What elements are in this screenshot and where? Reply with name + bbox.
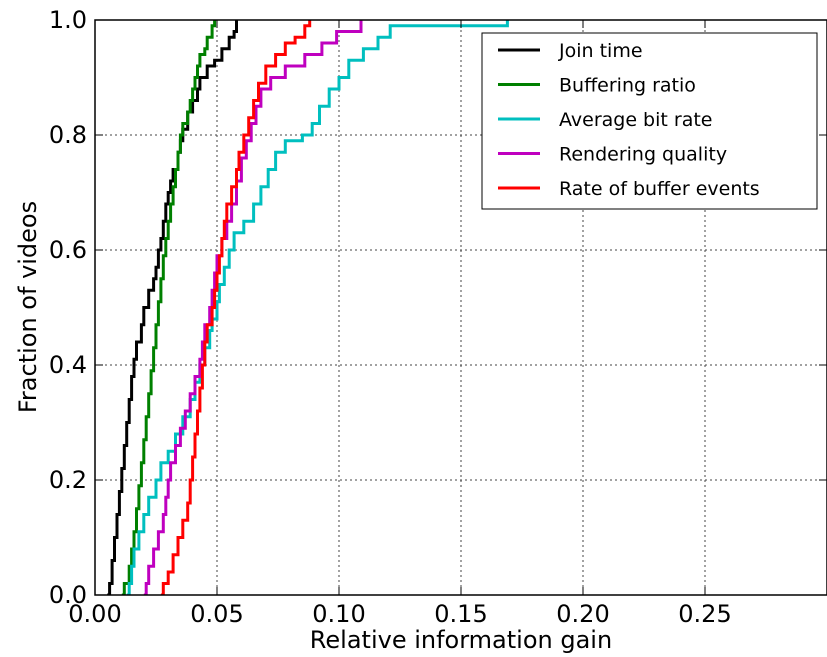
series-line-1 [107,20,238,595]
legend-label-3: Average bit rate [559,109,712,131]
x-tick-label: 0.05 [190,600,243,628]
legend-label-4: Rendering quality [559,144,727,166]
y-tick-label: 0.2 [49,466,87,494]
y-tick-label: 0.6 [49,236,87,264]
legend-label-2: Buffering ratio [559,75,696,97]
y-axis-title: Fraction of videos [14,201,42,413]
legend-label-5: Rate of buffer events [559,178,760,200]
x-tick-label: 0.20 [556,600,609,628]
legend: Join time Buffering ratio Average bit rate… [481,32,818,210]
x-tick-label: 0.00 [68,600,121,628]
x-axis-title: Relative information gain [310,626,612,654]
x-tick-label: 0.10 [312,600,365,628]
series-line-5 [160,20,312,595]
y-tick-label: 0.4 [49,351,87,379]
series-line-2 [121,20,217,595]
y-tick-label: 0.8 [49,121,87,149]
y-tick-label: 0.0 [49,581,87,609]
tick-labels: 0.00 0.05 0.10 0.15 0.20 0.25 0.0 0.2 0.4 0.6 0.8 1… [49,6,732,628]
legend-label-1: Join time [558,40,643,62]
x-tick-label: 0.15 [434,600,487,628]
x-tick-label: 0.25 [678,600,731,628]
legend-box [481,32,818,210]
series-layer [107,20,509,595]
ticks [94,19,827,596]
series-line-3 [126,20,509,595]
y-tick-label: 1.0 [49,6,87,34]
